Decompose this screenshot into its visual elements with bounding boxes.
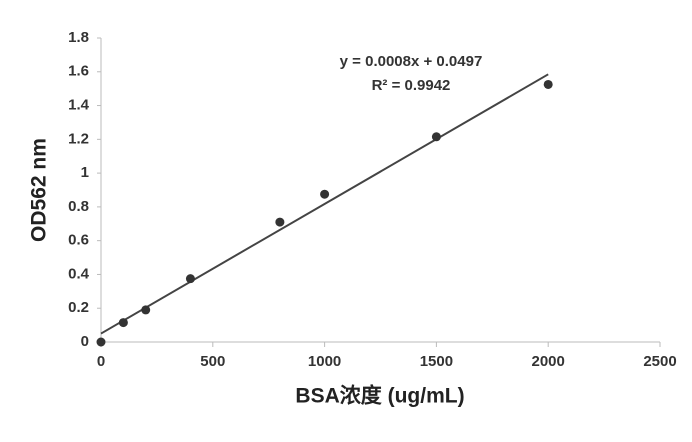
data-point bbox=[431, 132, 441, 142]
trendline bbox=[100, 73, 549, 335]
y-axis-title: OD562 nm bbox=[28, 138, 51, 242]
data-point bbox=[320, 189, 330, 199]
r-squared: R² = 0.9942 bbox=[372, 77, 451, 94]
x-tick-label: 1500 bbox=[420, 353, 453, 370]
y-tick-label: 0.6 bbox=[68, 232, 89, 249]
x-tick-label: 2000 bbox=[532, 353, 565, 370]
y-tick-label: 1.8 bbox=[68, 29, 89, 46]
data-point bbox=[118, 318, 128, 328]
y-tick-label: 0.4 bbox=[68, 265, 90, 282]
y-tick-label: 1.4 bbox=[68, 97, 90, 114]
y-tick-label: 1.6 bbox=[68, 63, 89, 80]
x-axis-title: BSA浓度 (ug/mL) bbox=[295, 384, 464, 408]
data-point bbox=[141, 305, 151, 315]
y-tick-label: 0.2 bbox=[68, 299, 89, 316]
data-point bbox=[275, 217, 285, 227]
x-tick-label: 2500 bbox=[643, 353, 676, 370]
data-point bbox=[96, 337, 106, 347]
y-tick-label: 0.8 bbox=[68, 198, 89, 215]
data-point bbox=[185, 274, 195, 284]
x-tick-label: 500 bbox=[200, 353, 225, 370]
equation: y = 0.0008x + 0.0497 bbox=[340, 53, 483, 70]
data-point bbox=[543, 79, 553, 89]
y-tick-label: 1 bbox=[81, 164, 89, 181]
x-tick-label: 0 bbox=[97, 353, 105, 370]
x-tick-label: 1000 bbox=[308, 353, 341, 370]
y-tick-label: 1.2 bbox=[68, 130, 89, 147]
y-tick-label: 0 bbox=[81, 333, 89, 350]
